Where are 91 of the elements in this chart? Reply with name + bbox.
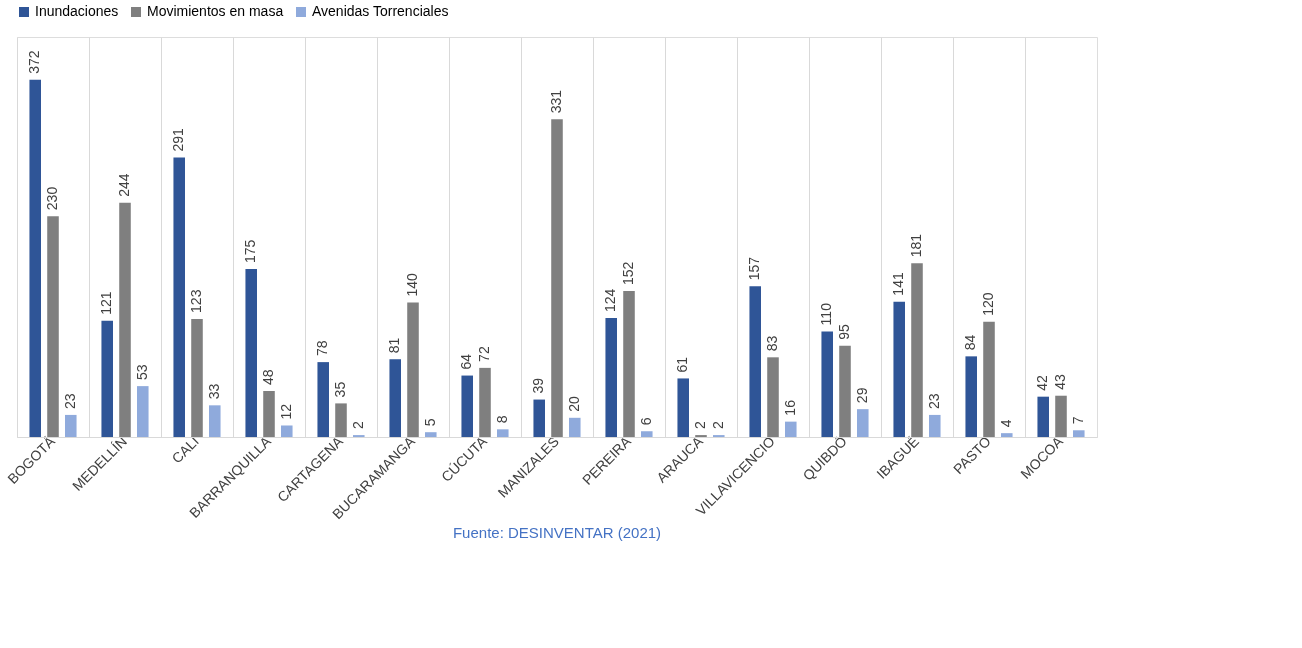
data-label: 4: [997, 419, 1014, 428]
data-label: 33: [205, 383, 222, 400]
bar: [677, 378, 689, 437]
bar: [119, 202, 131, 437]
bar: [101, 320, 113, 437]
bar: [533, 399, 545, 437]
data-label: 23: [61, 393, 78, 409]
bar: [425, 432, 437, 437]
data-label: 372: [26, 50, 43, 74]
bar: [749, 286, 761, 437]
bar: [1055, 395, 1067, 437]
data-label: 83: [764, 335, 780, 352]
bar: [281, 425, 293, 437]
data-label: 123: [188, 289, 204, 313]
bar: [1073, 430, 1085, 437]
data-label: 2: [692, 421, 708, 430]
data-label: 152: [620, 261, 636, 286]
data-label: 81: [386, 337, 403, 354]
bar: [1001, 433, 1013, 437]
data-label: 175: [242, 239, 259, 263]
bar: [65, 414, 77, 437]
source-note: Fuente: DESINVENTAR (2021): [452, 523, 662, 541]
bar: [569, 417, 581, 437]
data-label: 16: [781, 399, 798, 416]
bar: [911, 263, 923, 437]
bar: [47, 216, 59, 437]
bar: [263, 390, 275, 437]
bar: [479, 367, 491, 437]
data-label: 78: [314, 340, 331, 357]
data-label: 72: [476, 346, 492, 362]
data-label: 39: [530, 377, 547, 394]
bar: [857, 409, 869, 437]
bar: [137, 386, 149, 437]
data-label: 5: [421, 418, 438, 427]
data-label: 2: [709, 421, 726, 430]
data-label: 291: [170, 128, 187, 152]
data-label: 121: [98, 291, 115, 315]
bar: [893, 301, 905, 437]
data-label: 141: [890, 272, 907, 296]
bar: [1037, 396, 1049, 437]
data-label: 181: [908, 233, 924, 258]
data-label: 331: [548, 89, 564, 114]
bar: [461, 375, 473, 437]
data-label: 2: [349, 421, 366, 430]
data-label: 35: [332, 381, 348, 398]
bar: [497, 429, 509, 437]
data-label: 124: [602, 288, 619, 312]
legend-label: Inundaciones: [35, 3, 119, 19]
data-label: 61: [674, 356, 691, 373]
bar: [767, 357, 779, 437]
data-label: 110: [818, 302, 835, 326]
bar: [29, 79, 41, 437]
data-label: 157: [746, 256, 763, 281]
data-label: 230: [44, 186, 60, 211]
data-label: 43: [1052, 373, 1068, 390]
data-label: 64: [458, 353, 475, 370]
bar: [965, 356, 977, 437]
data-label: 53: [133, 364, 150, 381]
legend-label: Movimientos en masa: [147, 3, 284, 19]
bar: [983, 321, 995, 437]
bar: [317, 362, 329, 437]
data-label: 84: [962, 334, 979, 351]
bar: [839, 345, 851, 437]
data-label: 8: [493, 415, 510, 424]
bar: [191, 318, 203, 437]
bar: [641, 431, 653, 437]
data-label: 29: [853, 387, 870, 404]
bar: [245, 268, 257, 437]
data-label: 244: [116, 173, 132, 197]
data-label: 42: [1034, 374, 1051, 391]
data-label: 120: [980, 292, 996, 316]
bar: [335, 403, 347, 437]
bar: [407, 302, 419, 437]
bar: [785, 421, 797, 437]
data-label: 23: [925, 393, 942, 409]
bar: [821, 331, 833, 437]
data-label: 12: [277, 403, 294, 420]
data-label: 6: [637, 417, 654, 426]
bar: [605, 317, 617, 437]
data-label: 48: [260, 369, 276, 385]
bar: [929, 414, 941, 437]
data-label: 95: [836, 324, 852, 340]
legend-label: Avenidas Torrenciales: [312, 3, 449, 19]
data-label: 7: [1069, 416, 1086, 425]
data-label: 20: [565, 396, 582, 412]
bar: [623, 291, 635, 437]
bar: [209, 405, 221, 437]
bar: [173, 157, 185, 437]
bar: [389, 359, 401, 437]
data-label: 140: [404, 273, 420, 297]
bar: [551, 119, 563, 437]
